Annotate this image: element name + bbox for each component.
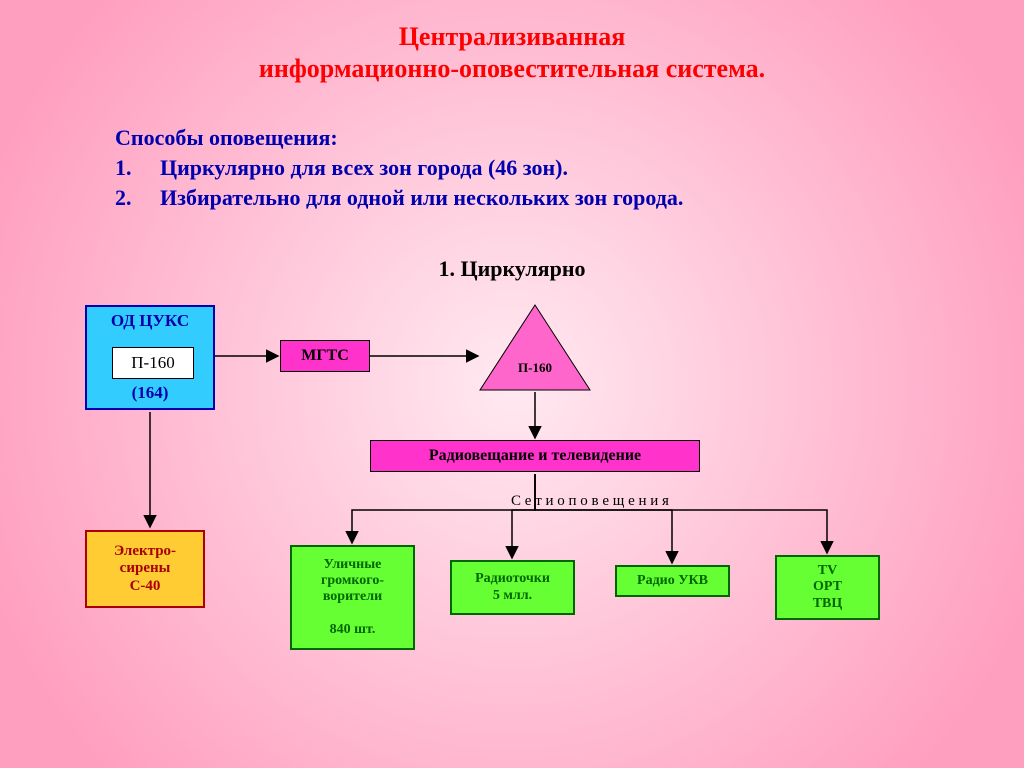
triangle-p160 <box>480 305 590 390</box>
box-mgts: МГТС <box>280 340 370 372</box>
subtitle-num-0: 1. <box>115 155 132 180</box>
box-radiopoints: Радиоточки 5 млл. <box>450 560 575 615</box>
subtitle-num-1: 2. <box>115 185 132 210</box>
box-loudspeakers: Уличные громкого- ворители 840 шт. <box>290 545 415 650</box>
seti-label: С е т и о п о в е щ е н и я <box>190 493 990 510</box>
arrow-6 <box>535 474 672 563</box>
subtitle-item-1: Избирательно для одной или нескольких зо… <box>160 185 683 210</box>
title-line2: информационно-оповестительная система. <box>112 54 912 84</box>
mode-heading: 1. Циркулярно <box>112 256 912 281</box>
arrow-5 <box>512 474 535 558</box>
box-radio_tv: Радиовещание и телевидение <box>370 440 700 472</box>
box-radio_ukv: Радио УКВ <box>615 565 730 597</box>
arrow-7 <box>535 474 827 553</box>
od-cuks-label2: (164) <box>87 383 213 403</box>
title-line1: Централизиванная <box>112 22 912 52</box>
subtitle-heading: Способы оповещения: <box>115 125 338 150</box>
box-tv: TV ОРТ ТВЦ <box>775 555 880 620</box>
box-sirens: Электро- сирены С-40 <box>85 530 205 608</box>
triangle-label: П-160 <box>518 360 552 375</box>
box-od-cuks: ОД ЦУКС П-160 (164) <box>85 305 215 410</box>
subtitle-item-0: Циркулярно для всех зон города (46 зон). <box>160 155 568 180</box>
od-cuks-inner: П-160 <box>112 347 194 379</box>
od-cuks-label1: ОД ЦУКС <box>87 311 213 331</box>
